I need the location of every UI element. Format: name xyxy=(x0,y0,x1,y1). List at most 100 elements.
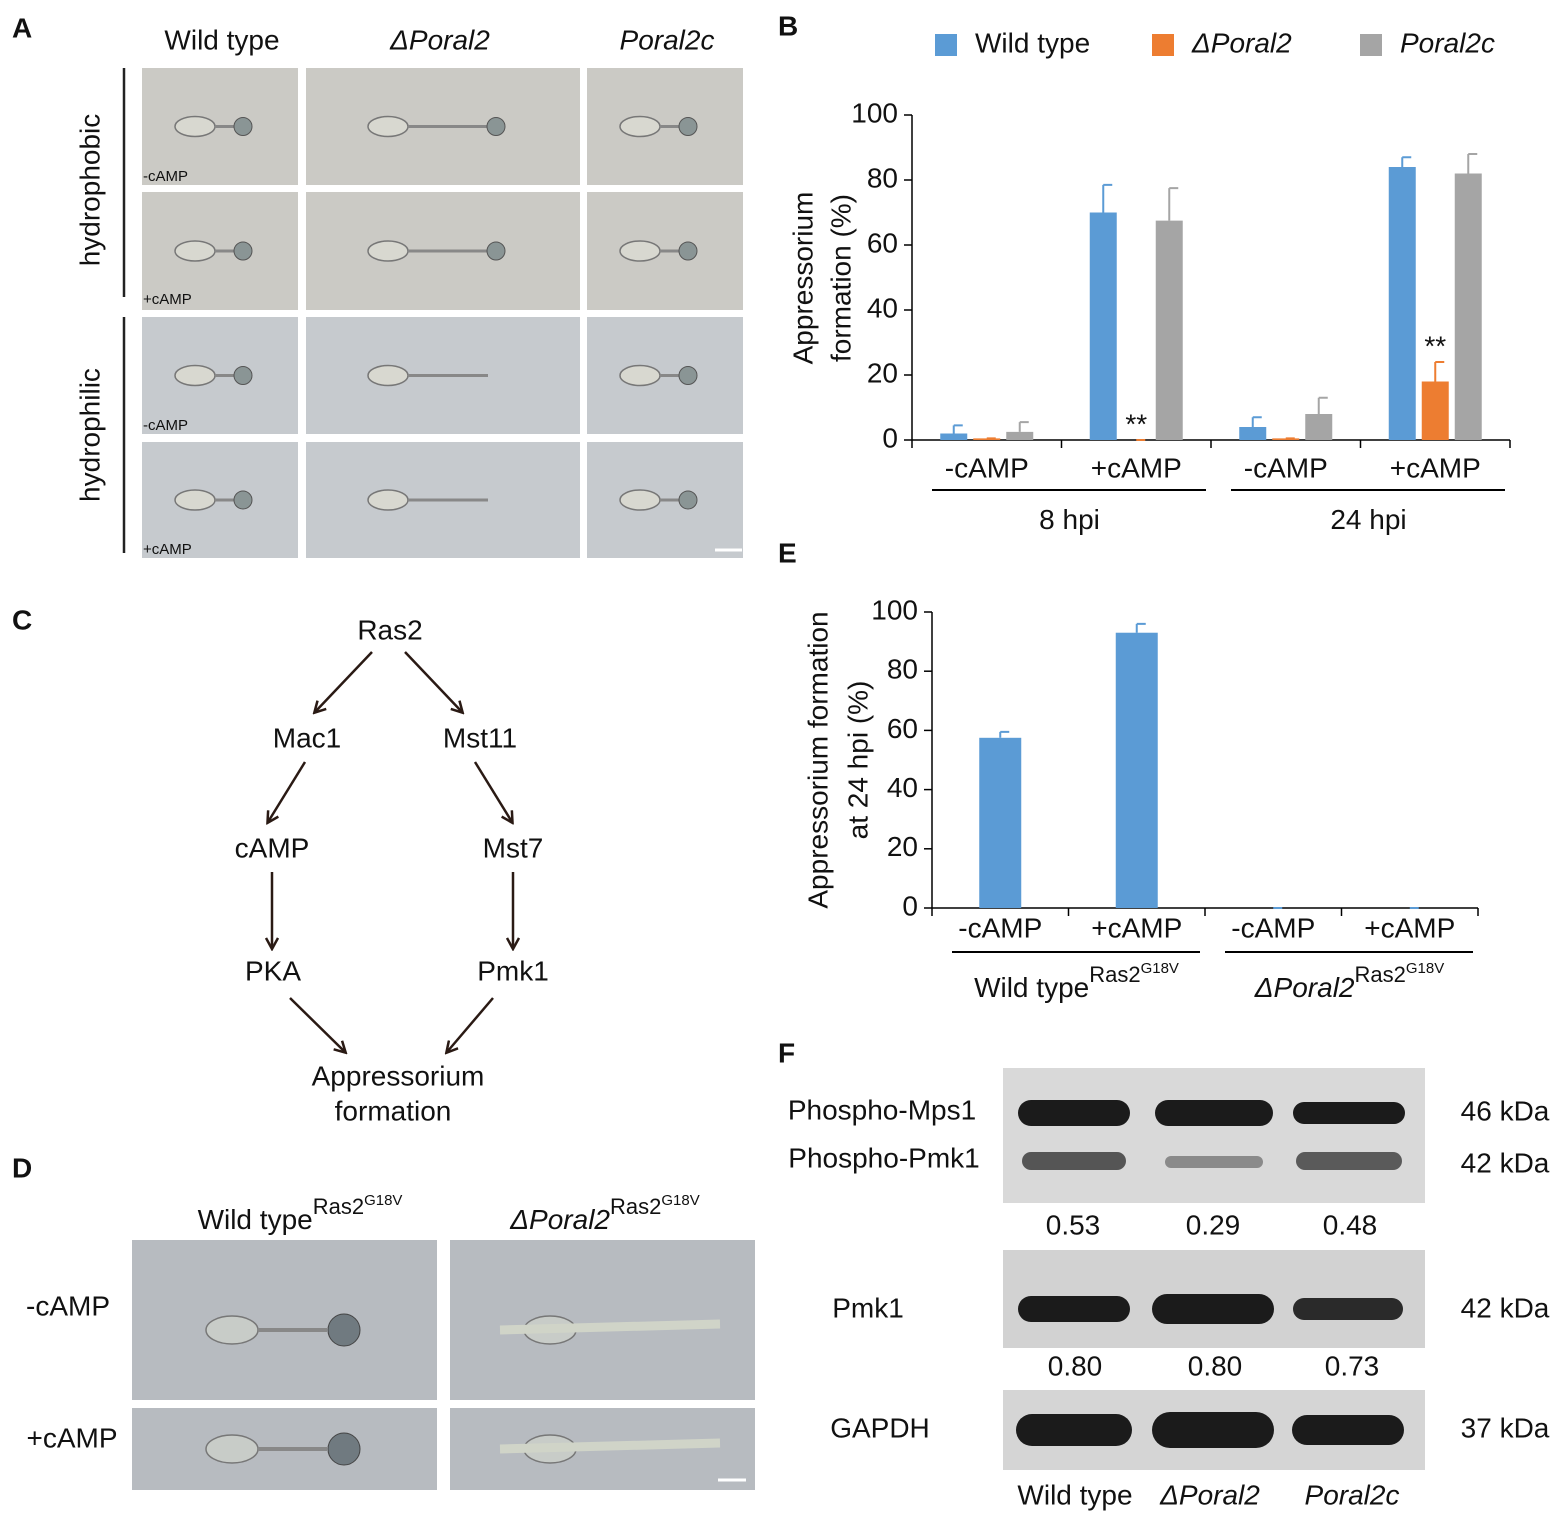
column-header: Poral2c xyxy=(620,24,715,55)
y-tick-label: 80 xyxy=(887,654,918,685)
y-tick-label: 60 xyxy=(887,713,918,744)
y-tick-label: 100 xyxy=(871,594,918,625)
conidium xyxy=(367,364,409,387)
group-text: ΔPoral2 xyxy=(1254,972,1355,1003)
x-tick-label: -cAMP xyxy=(958,912,1042,943)
error-bar xyxy=(1317,396,1328,414)
band xyxy=(1165,1156,1263,1168)
band xyxy=(1152,1294,1274,1324)
y-axis-label: Appressorium formation xyxy=(802,611,833,908)
legend-swatch xyxy=(935,34,957,56)
group-sup: G18V xyxy=(1406,960,1444,977)
germ-tube xyxy=(499,1319,721,1335)
x-tick-label: -cAMP xyxy=(1231,912,1315,943)
band xyxy=(1022,1152,1126,1170)
band-label: Phospho-Pmk1 xyxy=(788,1142,979,1173)
error-bar xyxy=(1401,156,1412,167)
node: formation xyxy=(335,1095,452,1126)
conidium xyxy=(367,240,409,262)
arrows xyxy=(268,651,513,1052)
panel-label: B xyxy=(778,10,798,41)
conidium xyxy=(174,115,216,138)
y-tick-label: 40 xyxy=(887,772,918,803)
appressorium xyxy=(678,117,698,136)
y-tick-label: 0 xyxy=(882,422,898,453)
x-tick-label: +cAMP xyxy=(1390,452,1481,483)
substrate-label: hydrophobic xyxy=(74,114,105,267)
bar xyxy=(1305,414,1333,440)
bar xyxy=(1454,173,1482,440)
y-axis-label: Appressorium xyxy=(787,192,818,365)
legend-swatch xyxy=(1152,34,1174,56)
appressorium xyxy=(678,241,698,261)
appressorium xyxy=(678,366,698,385)
header-sup: Ras2 xyxy=(610,1194,661,1219)
bar xyxy=(1155,220,1183,440)
band xyxy=(1296,1152,1402,1170)
band xyxy=(1292,1415,1404,1445)
group-label: Wild typeRas2G18V xyxy=(974,960,1179,1003)
error-bar xyxy=(999,730,1010,738)
bar xyxy=(1388,167,1416,440)
bar xyxy=(979,737,1022,908)
row-label: +cAMP xyxy=(143,291,192,308)
band xyxy=(1293,1102,1405,1124)
micrograph-grid xyxy=(142,68,743,558)
arrow xyxy=(268,761,307,822)
band xyxy=(1155,1100,1273,1126)
appressorium xyxy=(486,241,506,261)
band xyxy=(1018,1296,1130,1322)
conidium xyxy=(619,489,661,511)
panel-label: C xyxy=(12,604,32,635)
arrow xyxy=(473,761,512,822)
conidium xyxy=(205,1434,259,1464)
group-text: 8 hpi xyxy=(1039,504,1100,535)
appressorium xyxy=(678,490,698,510)
group-text: 24 hpi xyxy=(1330,504,1406,535)
group-text: Wild type xyxy=(974,972,1089,1003)
group-label: ΔPoral2Ras2G18V xyxy=(1254,960,1444,1003)
y-tick-label: 80 xyxy=(867,162,898,193)
band xyxy=(1293,1298,1403,1320)
row-label: -cAMP xyxy=(26,1290,110,1321)
micrograph-grid xyxy=(132,1240,755,1490)
error-bar xyxy=(1018,421,1029,432)
conidium xyxy=(619,364,661,387)
quantification: 0.53 xyxy=(1046,1209,1101,1240)
appressorium xyxy=(233,490,253,510)
bar xyxy=(1421,381,1449,440)
quantification: 0.80 xyxy=(1188,1350,1243,1381)
bar xyxy=(1239,427,1267,440)
legend-swatch xyxy=(1360,34,1382,56)
node: PKA xyxy=(245,955,301,986)
group-sup: Ras2 xyxy=(1355,962,1406,987)
panel-label: E xyxy=(778,537,797,568)
column-header: ΔPoral2Ras2G18V xyxy=(509,1192,699,1235)
quantification: 0.73 xyxy=(1325,1350,1380,1381)
panel-label: D xyxy=(12,1152,32,1183)
appressorium xyxy=(327,1432,361,1466)
band xyxy=(1152,1412,1274,1448)
conidium xyxy=(367,489,409,511)
error-bar xyxy=(1467,153,1478,174)
substrate-label: hydrophilic xyxy=(74,368,105,502)
arrow xyxy=(315,651,373,712)
quantification: 0.48 xyxy=(1323,1209,1378,1240)
node: Mst7 xyxy=(483,832,544,863)
band xyxy=(1016,1414,1132,1446)
appressorium xyxy=(486,117,506,136)
appressorium xyxy=(327,1313,361,1347)
size-label: 46 kDa xyxy=(1461,1095,1550,1126)
error-bar xyxy=(1102,183,1113,213)
appressorium xyxy=(233,366,253,385)
band-label: Phospho-Mps1 xyxy=(788,1094,976,1125)
header-sup: Ras2 xyxy=(313,1194,364,1219)
column-header: Wild type xyxy=(164,24,279,55)
group-label: 24 hpi xyxy=(1330,504,1406,535)
x-tick-label: -cAMP xyxy=(945,452,1029,483)
node: cAMP xyxy=(235,832,310,863)
y-tick-label: 20 xyxy=(887,831,918,862)
row-label: +cAMP xyxy=(26,1422,117,1453)
y-tick-label: 40 xyxy=(867,292,898,323)
panel-label: F xyxy=(778,1037,795,1068)
